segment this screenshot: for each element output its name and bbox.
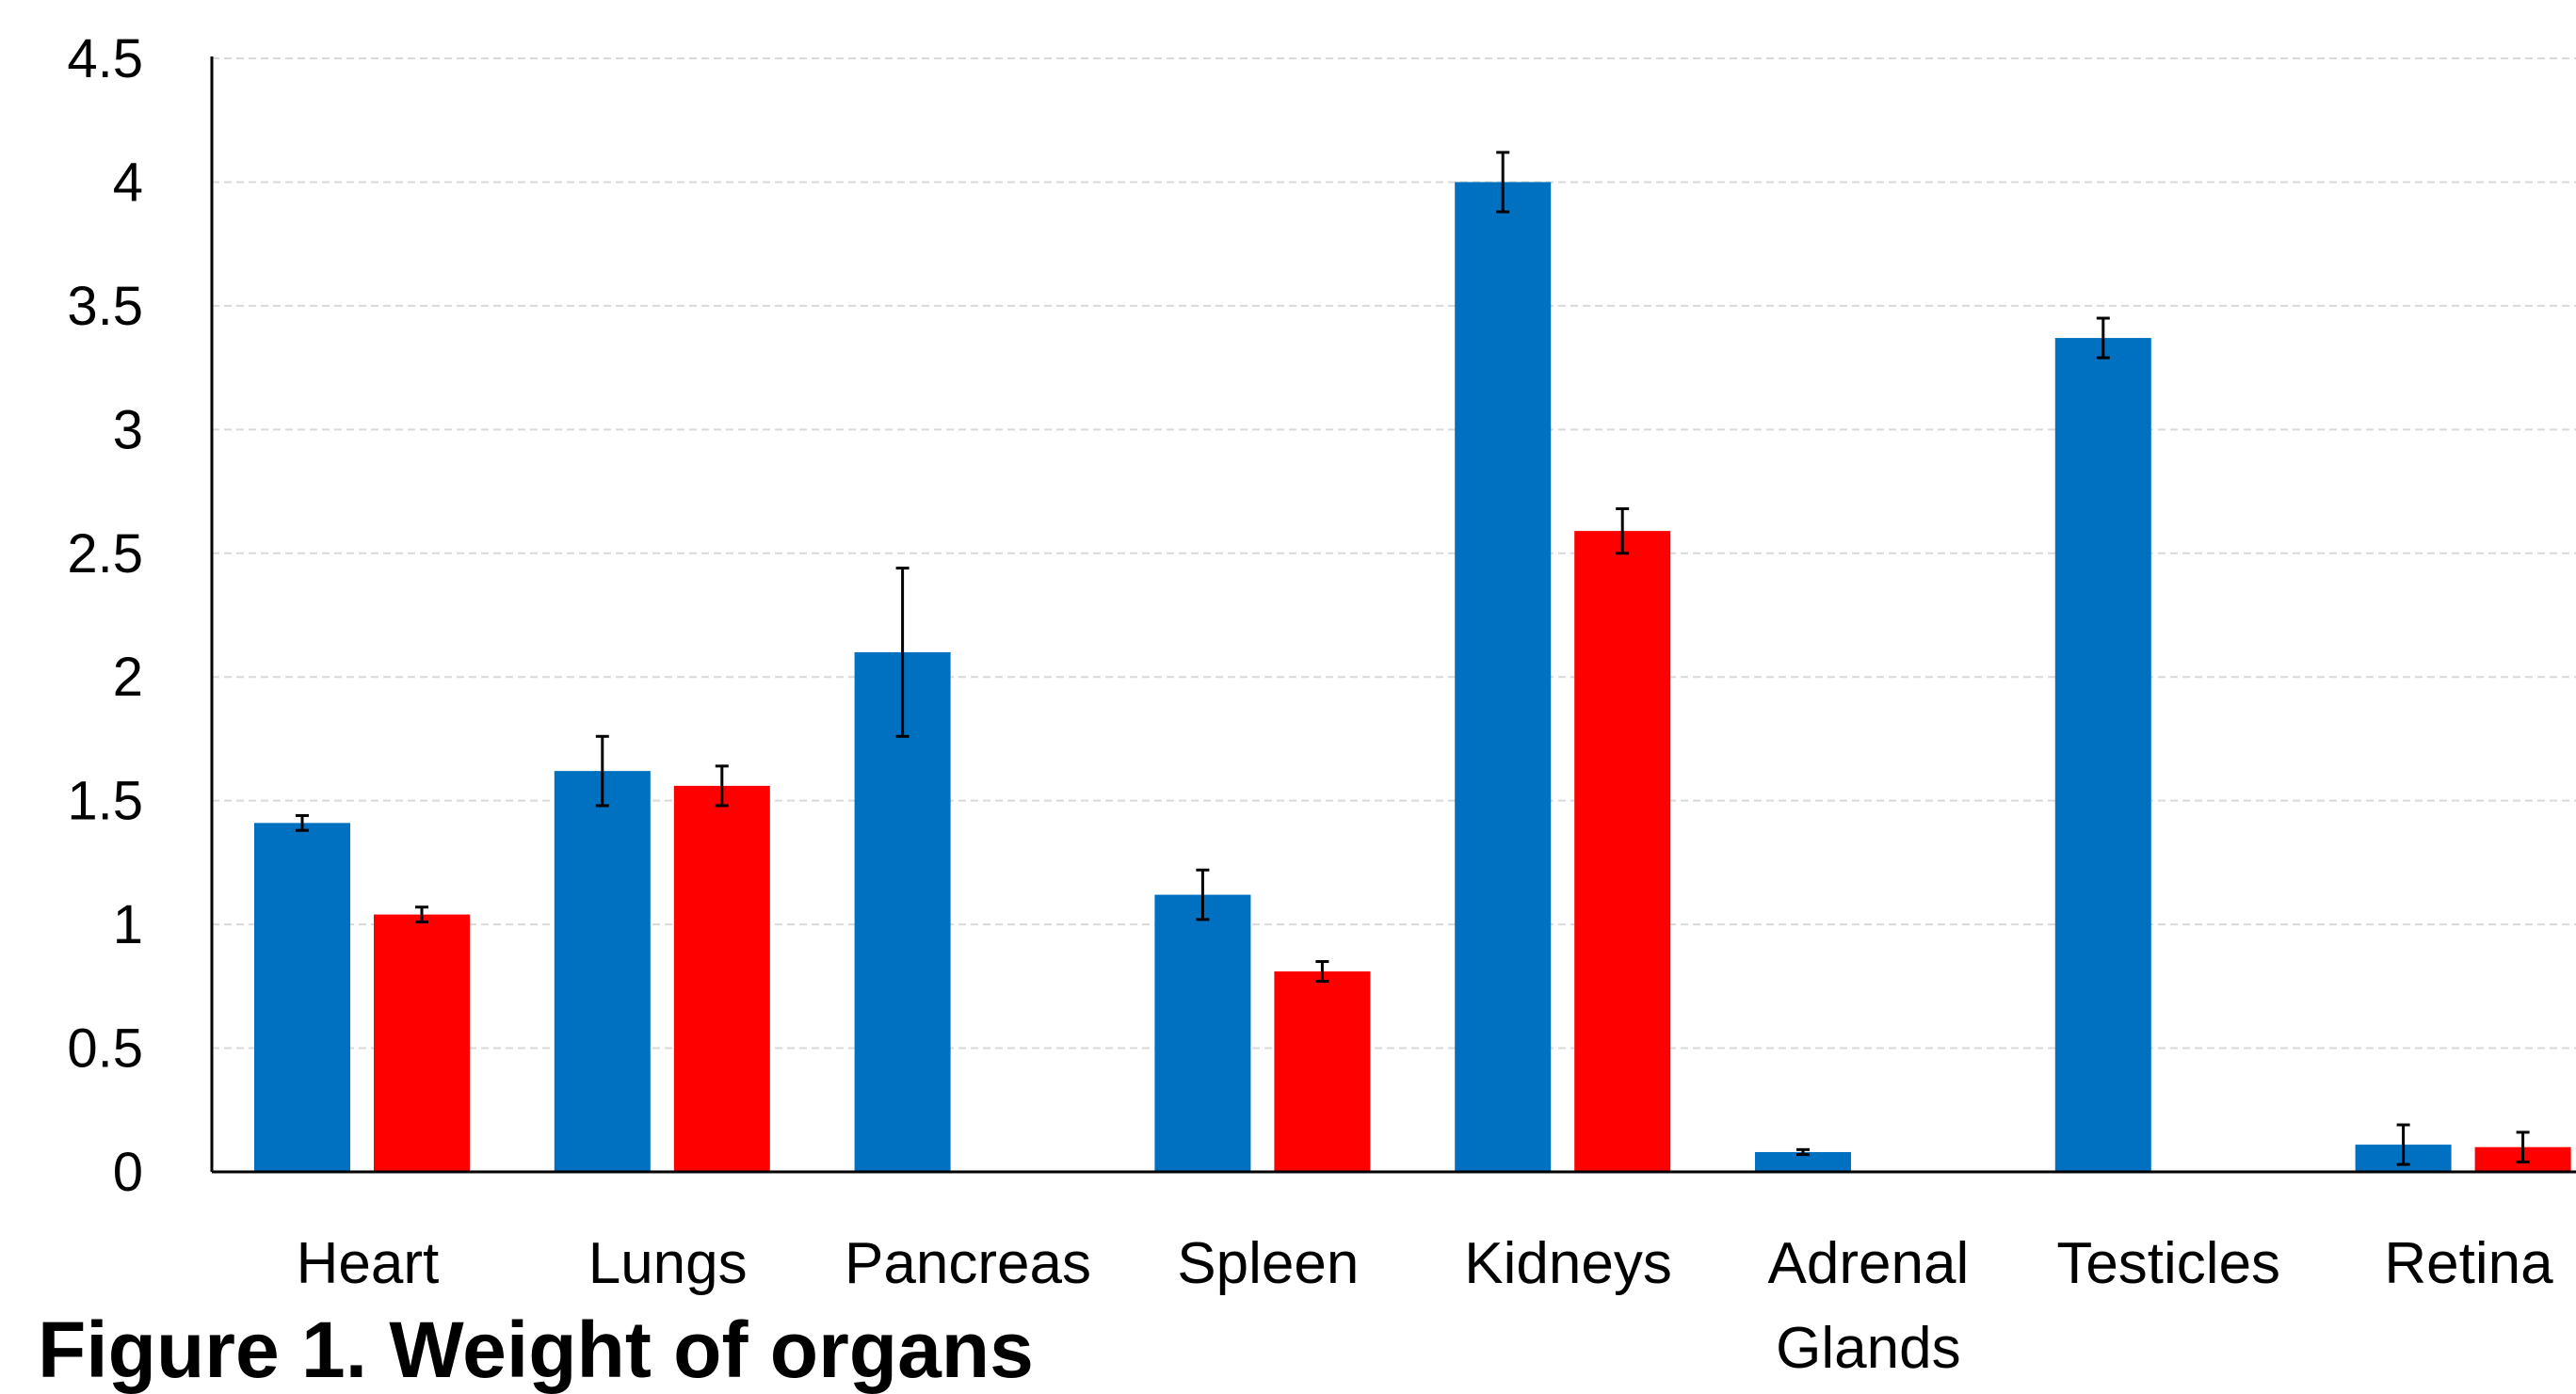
y-tick-label: 1.5	[67, 771, 143, 832]
x-tick-label: Heart	[297, 1231, 440, 1296]
bars	[254, 182, 2571, 1173]
bar-blue-spleen	[1154, 894, 1251, 1172]
y-tick-label: 0.5	[67, 1018, 143, 1080]
x-tick-label: Lungs	[588, 1231, 748, 1296]
y-tick-label: 4.5	[67, 28, 143, 89]
figure-caption: Figure 1. Weight of organs	[38, 1306, 1034, 1394]
axes	[210, 56, 2576, 1174]
bar-blue-adrenal-glands	[1755, 1151, 1851, 1172]
y-tick-label: 3.5	[67, 276, 143, 337]
y-tick-label: 2	[113, 647, 143, 708]
y-tick-label: 2.5	[67, 523, 143, 585]
x-tick-label: Adrenal	[1768, 1231, 1970, 1296]
x-tick-label: Spleen	[1177, 1231, 1359, 1296]
bar-blue-lungs	[554, 771, 651, 1172]
x-tick-label: Testicles	[2056, 1231, 2280, 1296]
bar-blue-heart	[254, 823, 350, 1172]
x-tick-label: Pancreas	[845, 1231, 1091, 1296]
y-tick-label: 4	[113, 152, 143, 213]
bar-blue-pancreas	[854, 651, 951, 1172]
bar-blue-kidneys	[1455, 182, 1552, 1172]
bar-red-kidneys	[1574, 531, 1671, 1172]
x-tick-label: Glands	[1776, 1316, 1960, 1374]
y-tick-label: 0	[113, 1142, 143, 1203]
error-bars	[296, 151, 2530, 1166]
x-tick-label: Kidneys	[1464, 1231, 1672, 1296]
tick-labels: 0 0.5 1 1.5 2 2.5 3 3.5 4 4.5 Heart Lungs Pancreas Sp…	[67, 28, 2553, 1381]
y-tick-label: 1	[113, 894, 143, 955]
x-tick-label: Retina	[2384, 1231, 2553, 1296]
bar-red-lungs	[673, 785, 770, 1172]
bar-red-heart	[374, 914, 470, 1172]
bar-red-spleen	[1274, 971, 1371, 1172]
bar-blue-testicles	[2054, 338, 2151, 1172]
y-tick-label: 3	[113, 399, 143, 460]
